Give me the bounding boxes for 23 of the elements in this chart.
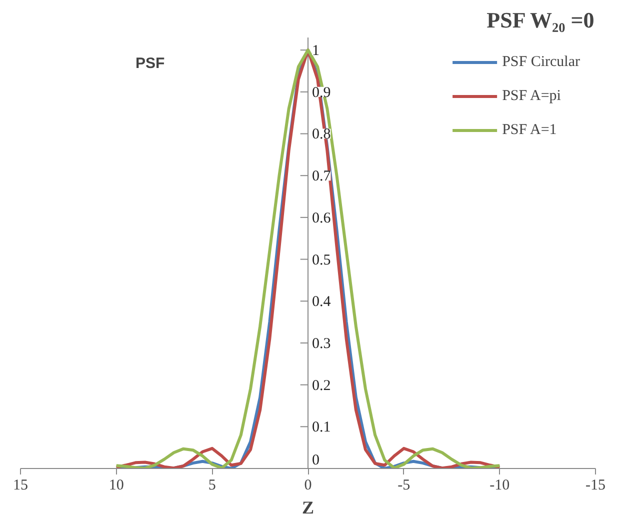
y-tick-label: 0.6 (312, 210, 332, 226)
y-tick-label: 0.8 (312, 126, 331, 143)
x-tick-label: -15 (586, 478, 606, 494)
y-tick-label: 0.1 (312, 420, 331, 436)
x-axis-title: Z (302, 498, 314, 518)
y-tick-label: 0.2 (312, 378, 331, 394)
legend-label: PSF Circular (502, 54, 580, 70)
y-tick-label: 0.5 (312, 252, 331, 268)
y-tick-label: 1 (312, 43, 320, 60)
y-tick-label: 0.9 (312, 84, 331, 101)
legend-label: PSF A=1 (502, 122, 557, 138)
x-tick-label: -5 (398, 478, 410, 494)
x-tick-label: -10 (490, 478, 510, 494)
y-axis-title: PSF (136, 54, 165, 72)
x-tick-label: 10 (108, 478, 124, 494)
y-tick-label: 0.4 (312, 294, 332, 310)
x-tick-label: 5 (208, 478, 216, 494)
y-tick-label: 0 (312, 452, 320, 468)
y-tick-label: 0.3 (312, 336, 331, 352)
legend-label: PSF A=pi (502, 88, 561, 104)
y-tick-label: 0.7 (312, 168, 332, 185)
x-tick-label: 15 (13, 478, 28, 494)
chart-title: PSF W₂₀ =0 (486, 8, 594, 32)
